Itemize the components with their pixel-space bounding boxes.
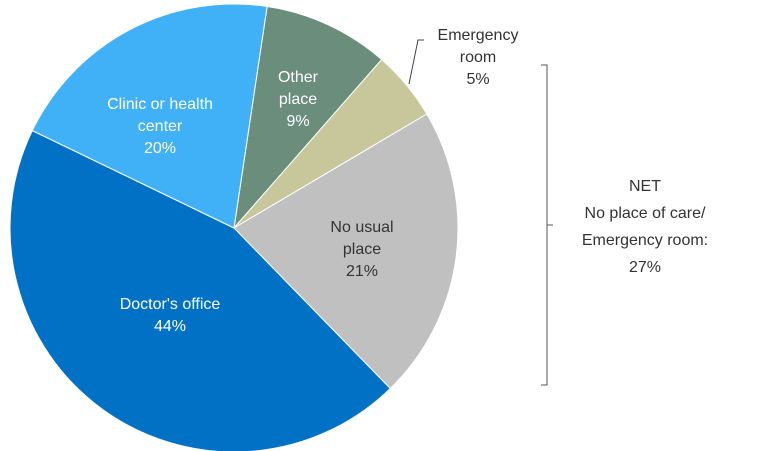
annotation: NET No place of care/Emergency room: 27%: [582, 178, 708, 276]
label-line: place: [343, 241, 381, 258]
leader-line: [408, 39, 424, 85]
annotation-value: 27%: [629, 259, 661, 276]
label-line: Doctor's office: [120, 296, 221, 313]
pie-slice: [233, 5, 383, 230]
pie-slice: [31, 3, 268, 229]
label-line: No usual: [330, 219, 393, 236]
label-line: Clinic or health: [107, 96, 213, 113]
annotation-line: No place of care/: [585, 205, 707, 222]
labels: Other place 9% Emergency room 5% No usual place…: [107, 27, 518, 335]
bracket: [541, 64, 553, 386]
slice-label: No usual place: [330, 219, 393, 258]
slice-label: Other place: [278, 69, 319, 108]
label-line: Other: [278, 69, 319, 86]
label-line: room: [460, 49, 496, 66]
slice-label: Clinic or health center: [107, 96, 213, 135]
slice-label: Doctor's office: [120, 296, 221, 313]
pie: [9, 3, 459, 451]
slice-value: 9%: [286, 113, 309, 130]
slice-value: 21%: [346, 263, 378, 280]
slice-label: Emergency room: [438, 27, 519, 66]
label-line: Emergency: [438, 27, 519, 44]
pie-slice: [9, 129, 391, 451]
slice-value: 20%: [144, 140, 176, 157]
slice-value: 5%: [466, 71, 489, 88]
label-line: place: [279, 91, 317, 108]
label-line: center: [138, 118, 183, 135]
slice-value: 44%: [154, 318, 186, 335]
pie-slice: [233, 113, 459, 390]
annotation-line: NET: [629, 178, 661, 195]
annotation-line: Emergency room:: [582, 232, 708, 249]
